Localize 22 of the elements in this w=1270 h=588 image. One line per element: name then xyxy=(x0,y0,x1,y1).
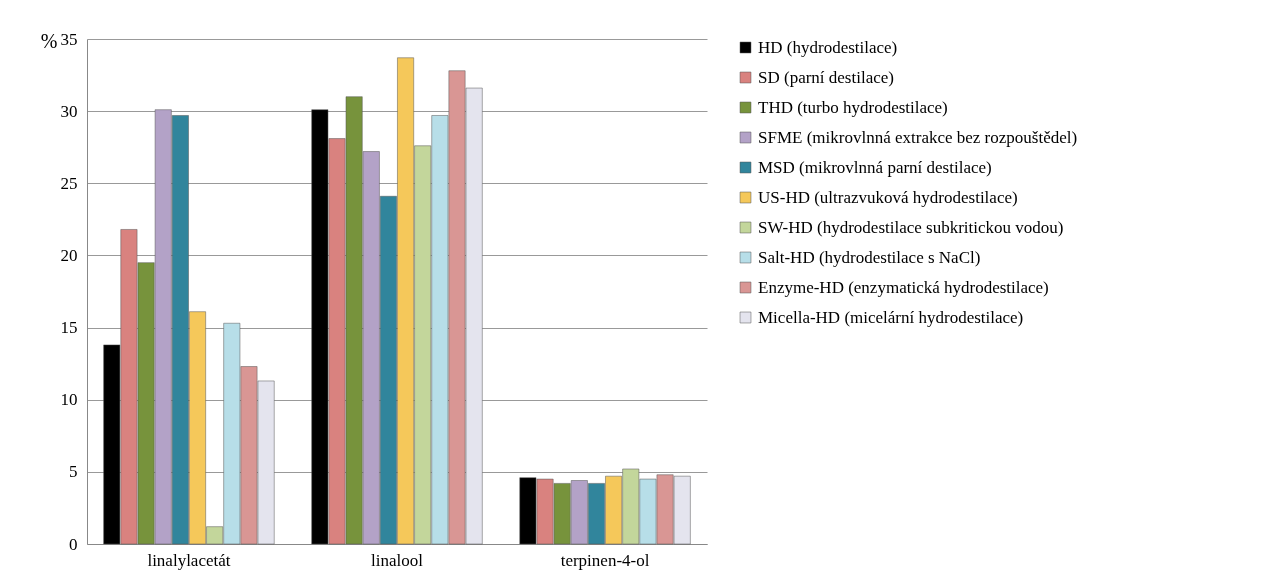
legend-label: THD (turbo hydrodestilace) xyxy=(758,97,948,117)
legend-label: SFME (mikrovlnná extrakce bez rozpouštědel) xyxy=(758,127,1078,147)
y-axis-title: % xyxy=(40,29,58,52)
legend-label: US-HD (ultrazvuková hydrodestilace) xyxy=(758,187,1018,207)
y-tick-label: 30 xyxy=(60,101,78,121)
legend-label: MSD (mikrovlnná parní destilace) xyxy=(758,157,992,177)
legend-label: Micella-HD (micelární hydrodestilace) xyxy=(758,307,1024,327)
y-tick-label: 15 xyxy=(60,318,78,338)
x-tick-label: terpinen-4-ol xyxy=(560,550,650,570)
legend-label: Enzyme-HD (enzymatická hydrodestilace) xyxy=(758,277,1049,297)
y-tick-label: 10 xyxy=(60,390,78,410)
y-tick-label: 5 xyxy=(69,462,78,482)
legend-label: HD (hydrodestilace) xyxy=(758,37,898,57)
y-tick-label: 0 xyxy=(69,534,78,554)
legend-label: Salt-HD (hydrodestilace s NaCl) xyxy=(758,247,981,267)
legend-label: SW-HD (hydrodestilace subkritickou vodou) xyxy=(758,217,1064,237)
y-tick-label: 35 xyxy=(60,29,78,49)
x-tick-label: linalylacetát xyxy=(147,550,231,570)
y-tick-label: 20 xyxy=(60,245,78,265)
x-tick-label: linalool xyxy=(371,550,424,570)
legend-label: SD (parní destilace) xyxy=(758,67,894,87)
y-tick-label: 25 xyxy=(60,173,78,193)
